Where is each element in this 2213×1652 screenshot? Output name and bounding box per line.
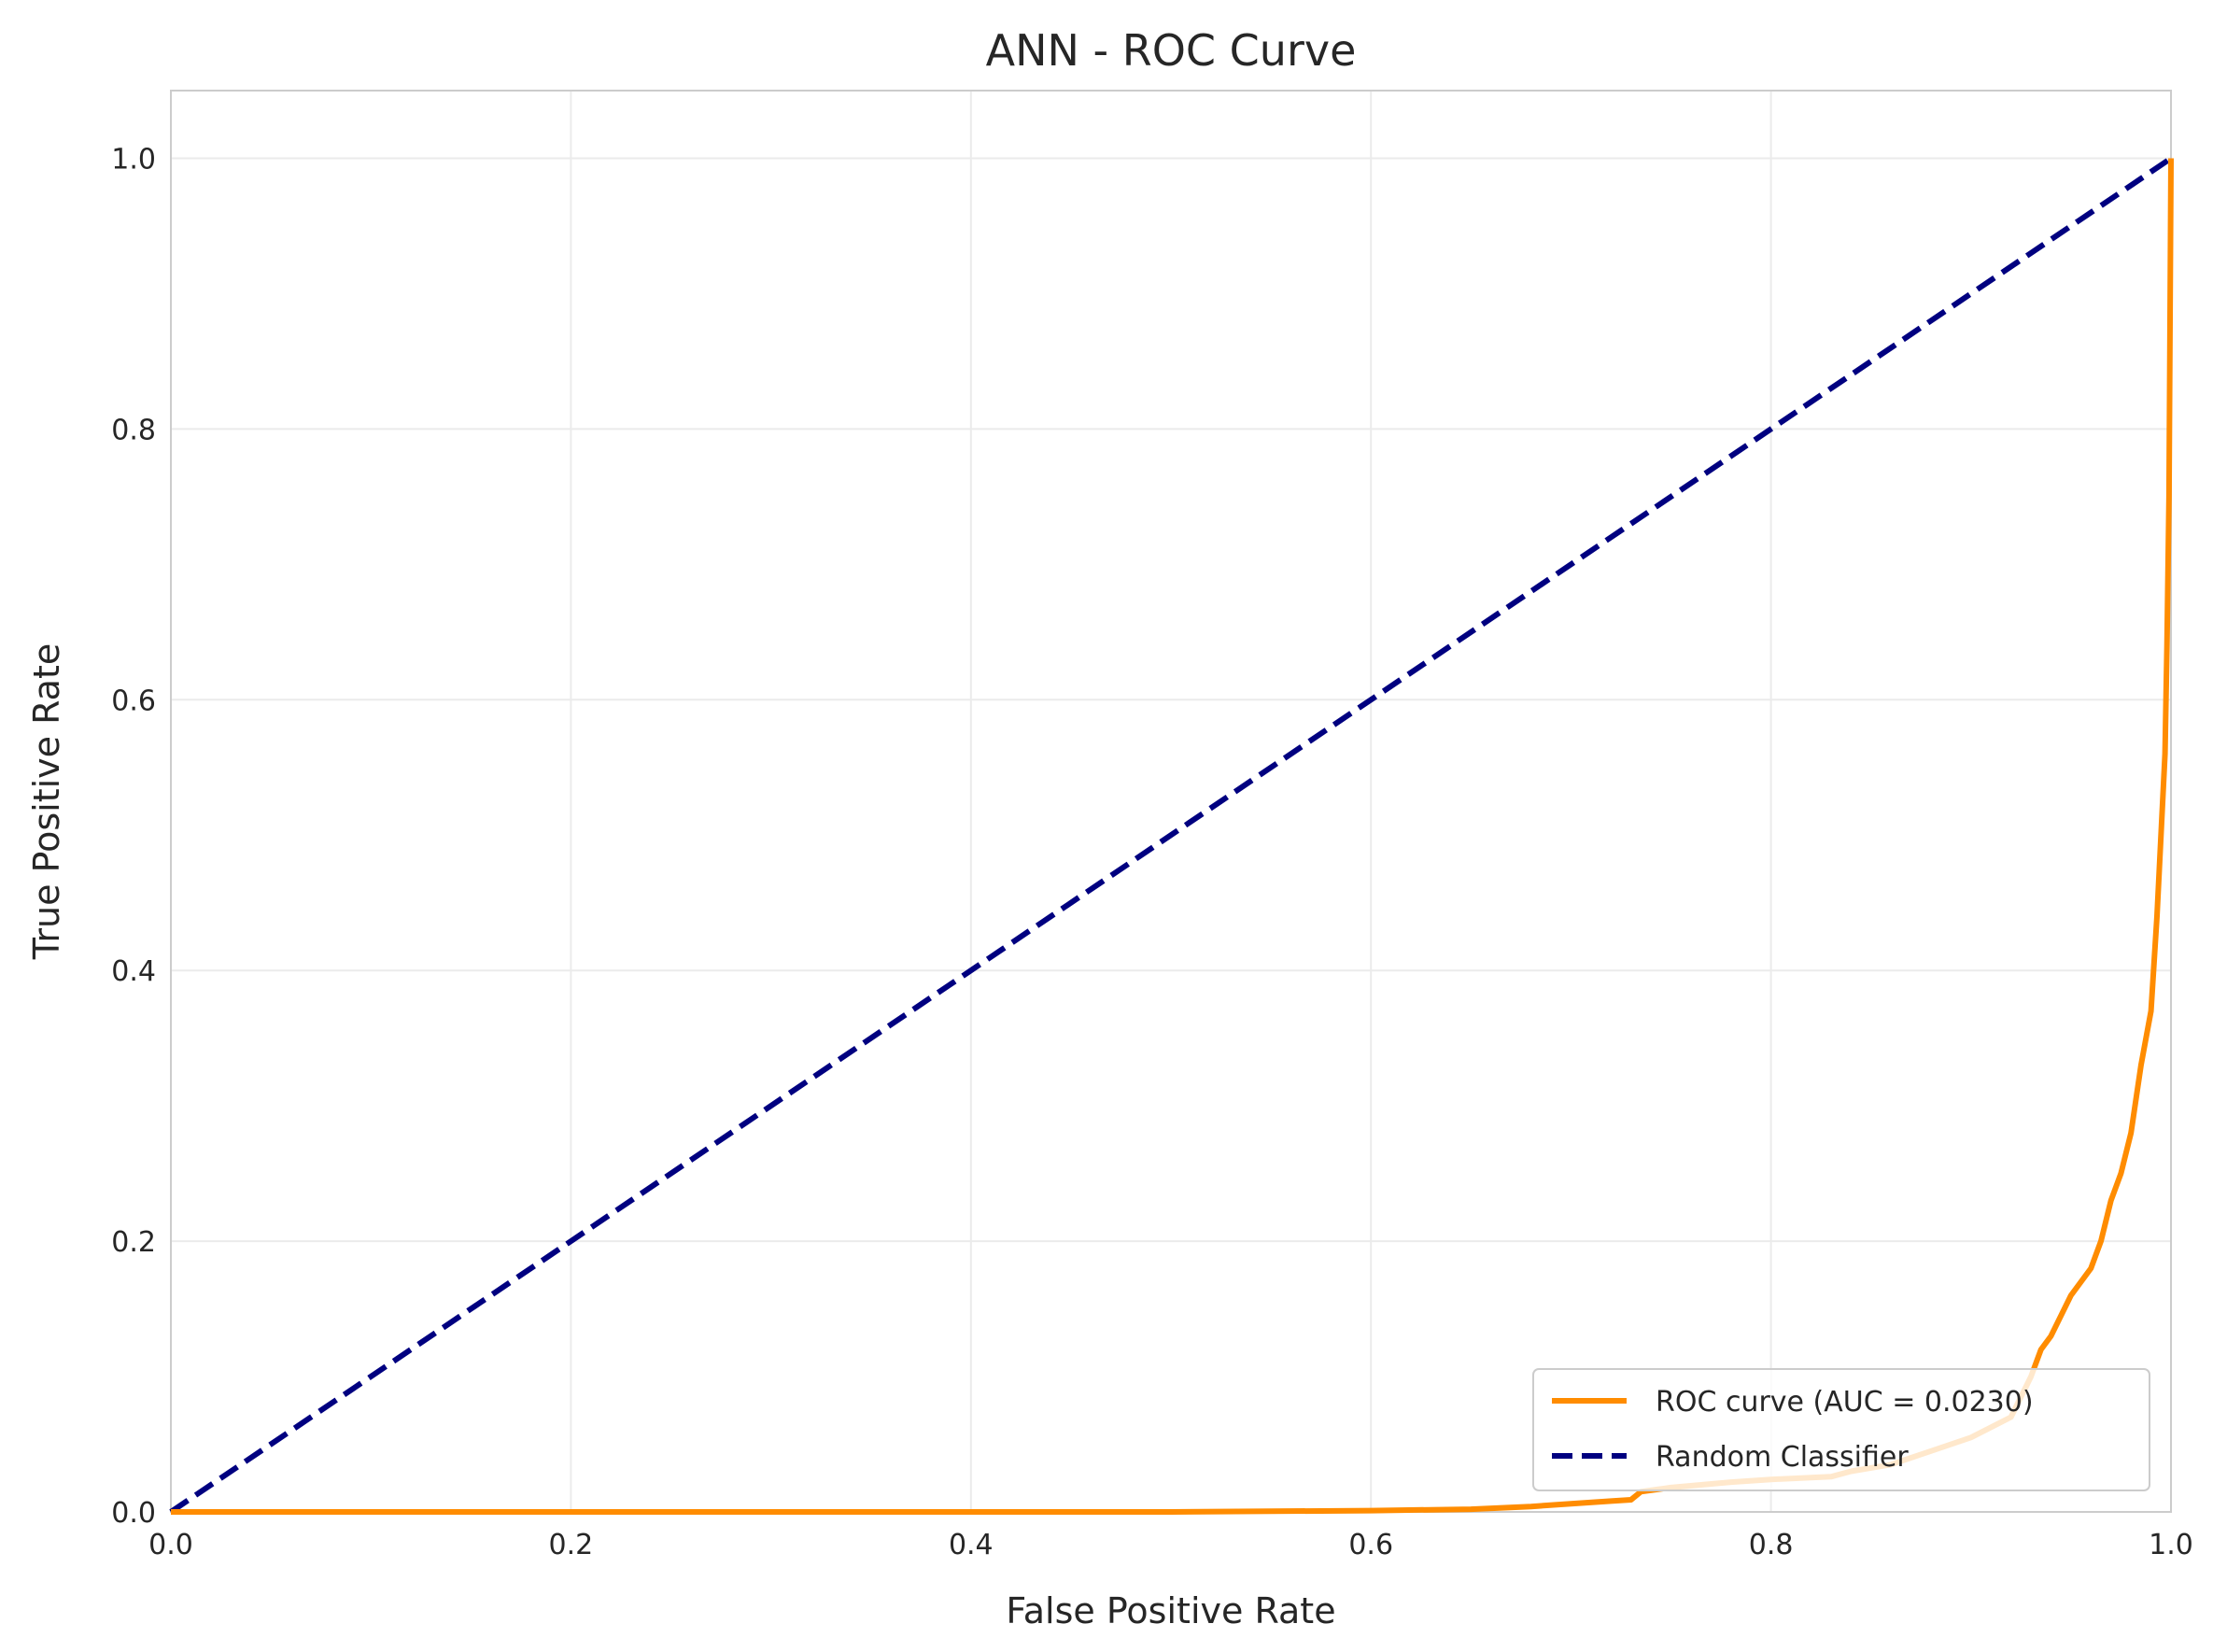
chart-title: ANN - ROC Curve (986, 25, 1357, 76)
y-tick-labels: 0.0 0.2 0.4 0.6 0.8 1.0 (111, 143, 156, 1530)
y-tick-label: 0.8 (111, 414, 156, 446)
grid-lines (170, 91, 2172, 1513)
x-axis-title: False Positive Rate (1006, 1590, 1335, 1631)
legend-random-label: Random Classifier (1656, 1441, 1909, 1474)
y-tick-label: 0.6 (111, 685, 156, 717)
x-tick-label: 1.0 (2149, 1529, 2193, 1561)
y-tick-label: 0.0 (111, 1497, 156, 1530)
y-tick-label: 0.2 (111, 1226, 156, 1259)
x-tick-label: 0.6 (1348, 1529, 1393, 1561)
y-tick-label: 0.4 (111, 955, 156, 988)
x-tick-labels: 0.0 0.2 0.4 0.6 0.8 1.0 (148, 1529, 2193, 1561)
y-tick-label: 1.0 (111, 143, 156, 176)
y-axis-title: True Positive Rate (26, 643, 67, 961)
x-tick-label: 0.8 (1749, 1529, 1794, 1561)
legend-roc-label: ROC curve (AUC = 0.0230) (1656, 1386, 2034, 1419)
x-tick-label: 0.4 (949, 1529, 994, 1561)
x-tick-label: 0.0 (148, 1529, 193, 1561)
random-classifier-line (169, 156, 2173, 1515)
x-tick-label: 0.2 (549, 1529, 594, 1561)
legend: ROC curve (AUC = 0.0230) Random Classifi… (1532, 1368, 2150, 1491)
legend-box (1532, 1368, 2150, 1491)
